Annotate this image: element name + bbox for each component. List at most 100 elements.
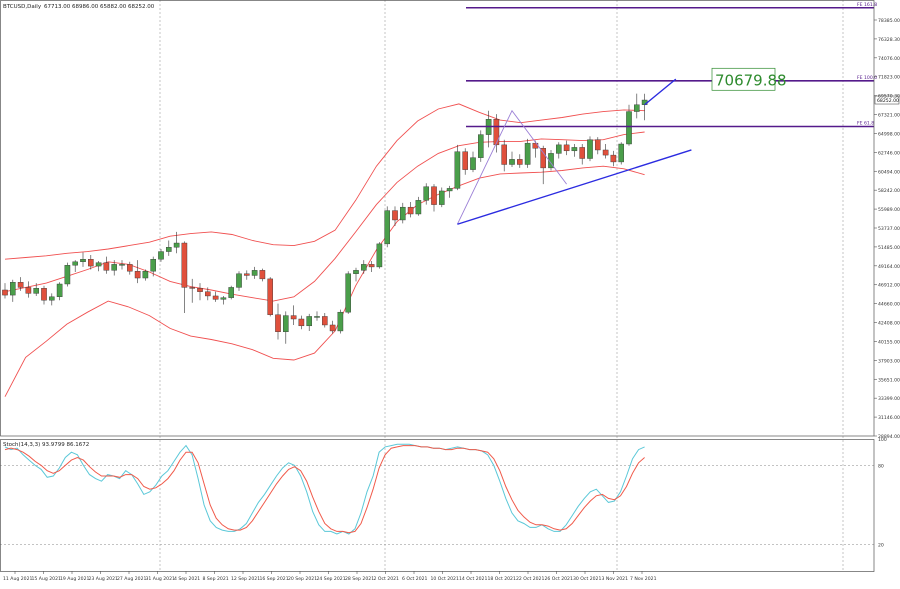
chart-header-symbol: BTCUSD,Daily: [3, 4, 42, 10]
y-axis-tick-label: 74076.00: [878, 56, 900, 62]
candle-body: [579, 147, 585, 159]
x-axis-tick-label: 26 Oct 2021: [545, 576, 573, 582]
x-axis-tick-label: 22 Oct 2021: [516, 576, 544, 582]
candle-body: [9, 282, 16, 296]
candle-body: [610, 154, 617, 163]
candle-body: [251, 270, 258, 276]
candle-body: [400, 206, 406, 221]
y-axis-tick-label: 37903.00: [878, 358, 900, 364]
candle-body: [103, 262, 110, 271]
x-axis-tick-label: 6 Oct 2021: [402, 576, 428, 582]
y-axis-tick-label: 28894.00: [878, 434, 900, 440]
price-callout-box: [711, 67, 776, 91]
candle-body: [150, 259, 157, 272]
candle-body: [509, 159, 515, 165]
x-axis-tick-label: 23 Aug 2021: [89, 576, 119, 582]
candle-body: [556, 144, 562, 154]
candle-body: [376, 243, 383, 268]
candle-body: [345, 273, 352, 313]
candle-body: [181, 242, 188, 288]
candle-body: [306, 316, 313, 327]
x-axis-tick-label: 2 Oct 2021: [374, 576, 400, 582]
stoch-axis-label: 100: [878, 437, 887, 443]
candle-body: [165, 247, 172, 252]
y-axis-tick-label: 44660.00: [878, 302, 900, 308]
candle-body: [17, 282, 24, 288]
fib-level-label: FE 61.8: [857, 120, 874, 126]
x-axis-tick-label: 28 Sep 2021: [345, 576, 374, 582]
candle-body: [197, 288, 203, 292]
y-axis-tick-label: 71823.00: [878, 75, 900, 81]
x-axis-tick-label: 14 Oct 2021: [459, 576, 487, 582]
x-axis-tick-label: 3 Nov 2021: [602, 576, 629, 582]
candle-body: [189, 287, 196, 289]
candle-body: [439, 190, 445, 205]
candle-body: [212, 295, 219, 300]
x-axis-tick-label: 30 Oct 2021: [573, 576, 601, 582]
chart-header-ohlc: 67713.00 68986.00 65882.00 68252.00: [44, 4, 155, 10]
y-axis-tick-label: 62746.00: [878, 150, 900, 156]
x-axis-tick-label: 10 Oct 2021: [431, 576, 459, 582]
bollinger-middle-band: [4, 131, 645, 302]
candle-body: [228, 287, 235, 298]
y-axis-tick-label: 51485.00: [878, 245, 900, 251]
y-axis-tick-label: 64998.00: [878, 131, 900, 137]
candle-body: [361, 264, 367, 271]
candle-body: [275, 314, 281, 333]
current-price-tag: [874, 95, 900, 105]
candle-body: [259, 270, 266, 280]
candle-body: [501, 144, 508, 165]
x-axis-tick-label: 16 Sep 2021: [260, 576, 289, 582]
candle-body: [243, 273, 250, 276]
stoch-axis-label: 80: [878, 463, 884, 469]
candle-body: [524, 142, 531, 165]
stoch-axis-label: 20: [878, 543, 884, 549]
y-axis-tick-label: 49164.00: [878, 264, 900, 270]
fib-level-label: FE 161.8: [857, 2, 877, 8]
candle-body: [478, 134, 484, 158]
candle-body: [267, 278, 274, 315]
zigzag-pattern: [456, 109, 567, 225]
candle-body: [384, 210, 391, 245]
candle-body: [470, 157, 476, 170]
candle-body: [353, 270, 359, 274]
candle-body: [2, 289, 8, 296]
x-axis-tick-label: 12 Sep 2021: [231, 576, 260, 582]
candle-body: [111, 264, 117, 271]
current-price-label: 68252.00: [877, 98, 899, 104]
candle-body: [119, 264, 125, 266]
candle-body: [571, 147, 578, 152]
y-axis-tick-label: 53737.00: [878, 226, 900, 232]
candle-body: [407, 206, 414, 215]
y-axis-tick-label: 31146.00: [878, 415, 900, 421]
candle-body: [41, 288, 47, 301]
candle-body: [462, 151, 469, 170]
candle-body: [33, 288, 39, 294]
candle-body: [95, 262, 102, 267]
candle-body: [446, 188, 453, 192]
candle-body: [392, 210, 398, 221]
candle-body: [64, 265, 71, 285]
candle-body: [517, 159, 523, 165]
candle-body: [126, 264, 133, 272]
y-axis-tick-label: 40155.00: [878, 339, 900, 345]
candle-body: [595, 139, 601, 151]
y-axis-tick-label: 78385.00: [878, 18, 900, 24]
x-axis-tick-label: 7 Nov 2021: [630, 576, 657, 582]
x-axis-tick-label: 15 Aug 2021: [32, 576, 62, 582]
candle-body: [634, 104, 640, 112]
candle-body: [431, 186, 437, 205]
trendline: [457, 149, 692, 225]
main-panel-border: [0, 0, 875, 437]
candle-body: [540, 148, 546, 169]
candle-body: [493, 119, 500, 146]
y-axis-tick-label: 33399.00: [878, 396, 900, 402]
candle-body: [322, 316, 328, 326]
stoch-signal-line: [4, 445, 645, 534]
candle-body: [236, 273, 242, 288]
bollinger-lower-band: [4, 165, 645, 397]
candle-body: [220, 297, 227, 300]
